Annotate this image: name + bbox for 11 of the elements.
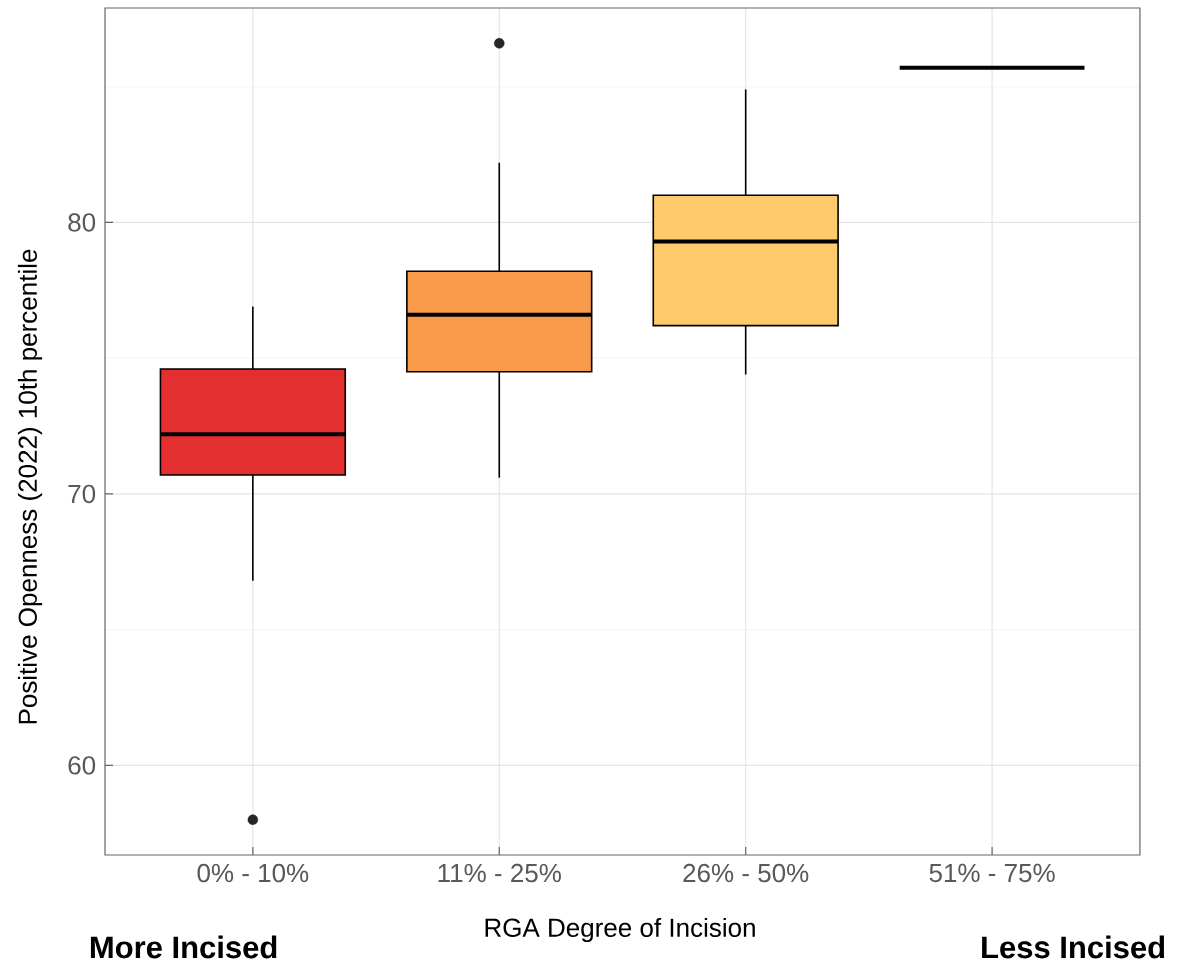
x-tick-label: 0% - 10% <box>197 863 309 883</box>
text: More Incised <box>90 935 277 959</box>
y-tick-label: 60 <box>68 756 96 775</box>
x-tick-label: 51% - 75% <box>929 863 1055 883</box>
text: Less Incised <box>982 935 1165 959</box>
x-tick-label: 11% - 25% <box>438 863 561 883</box>
x-tick-label: 26% - 50% <box>683 863 809 883</box>
y-axis-title: Positive Openness (2022) 10th percentile <box>17 249 43 724</box>
y-tick-label: 80 <box>68 213 96 232</box>
y-tick-label: 70 <box>68 484 96 504</box>
x-axis-title: RGA Degree of Incision <box>485 917 755 943</box>
